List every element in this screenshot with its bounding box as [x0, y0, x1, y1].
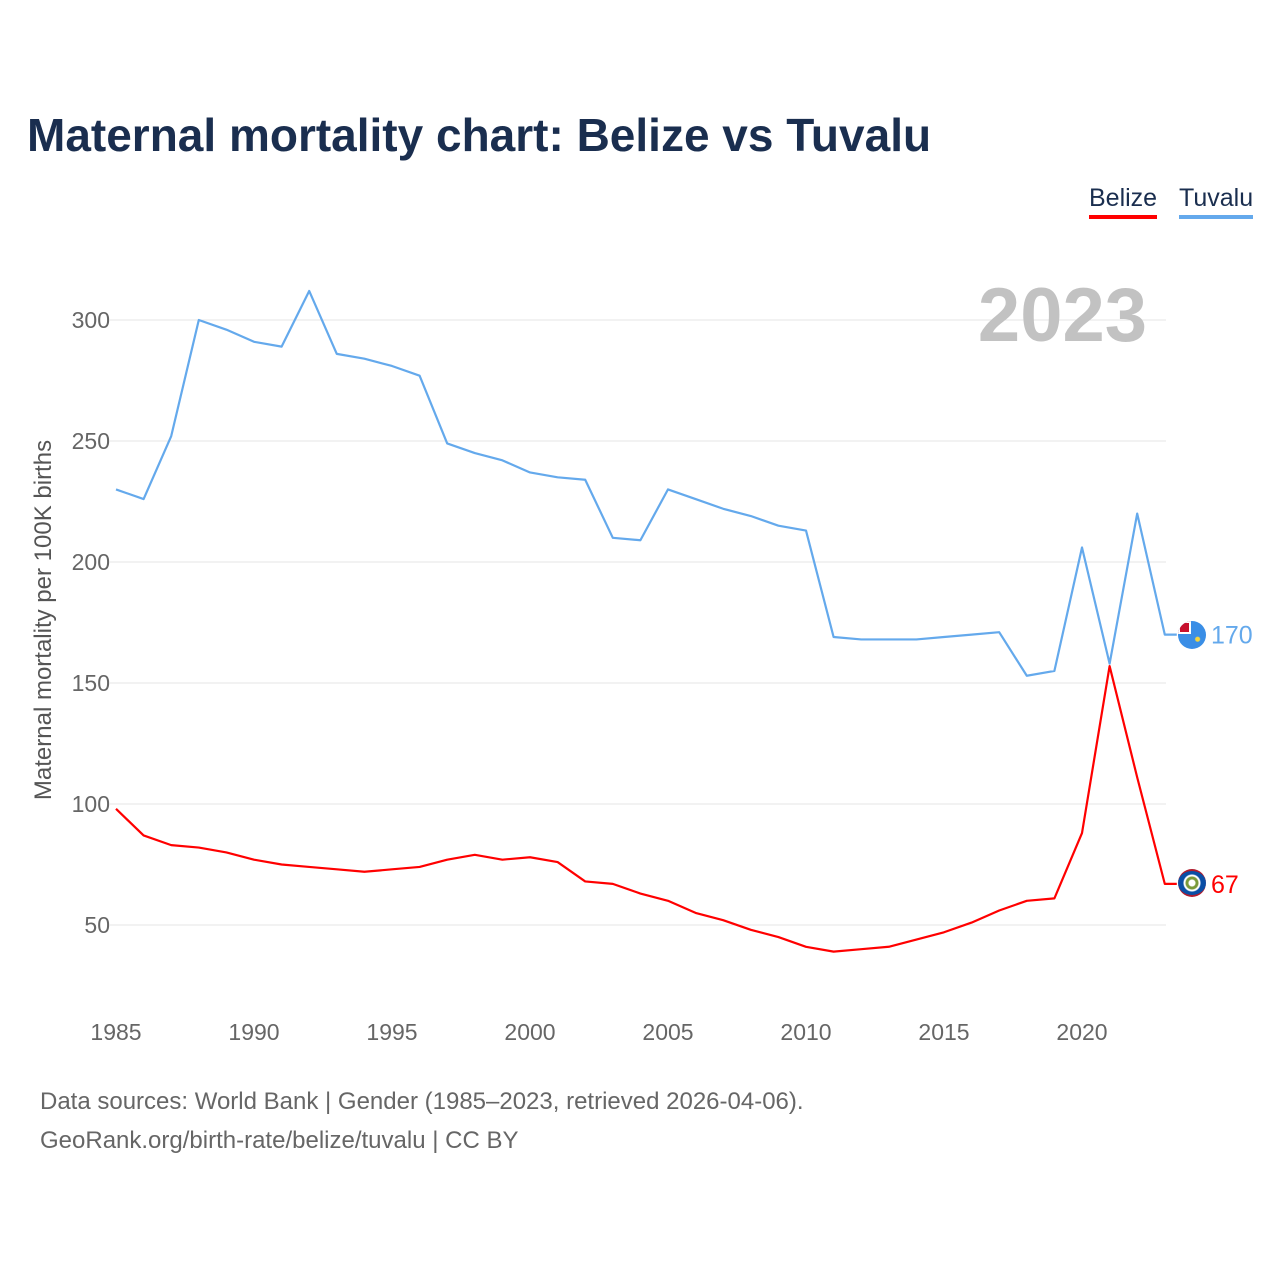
series-line-tuvalu: [115, 289, 1177, 677]
tuvalu-flag-icon: [1178, 621, 1206, 649]
belize-flag-icon: [1178, 869, 1206, 897]
x-tick-label: 2005: [642, 1019, 693, 1045]
legend-tuvalu[interactable]: Tuvalu: [1179, 184, 1254, 219]
data-sources: Data sources: World Bank | Gender (1985–…: [40, 1088, 804, 1115]
x-tick-label: 2010: [780, 1019, 831, 1045]
y-tick-label: 250: [72, 428, 110, 454]
legend-belize[interactable]: Belize: [1089, 184, 1158, 219]
y-tick-label: 300: [72, 307, 110, 333]
x-tick-label: 1995: [366, 1019, 417, 1045]
series-line-belize: [115, 664, 1177, 953]
x-tick-label: 1985: [90, 1019, 141, 1045]
x-tick-label: 2015: [918, 1019, 969, 1045]
year-label: 2023: [977, 273, 1147, 358]
y-tick-label: 50: [84, 912, 110, 938]
x-tick-label: 2000: [504, 1019, 555, 1045]
credit-link[interactable]: GeoRank.org/birth-rate/belize/tuvalu | C…: [40, 1127, 519, 1154]
x-tick-label: 1990: [228, 1019, 279, 1045]
end-label-belize: 67: [1211, 871, 1239, 899]
x-tick-label: 2020: [1056, 1019, 1107, 1045]
y-tick-label: 100: [72, 791, 110, 817]
y-tick-label: 150: [72, 670, 110, 696]
chart-title: Maternal mortality chart: Belize vs Tuva…: [27, 109, 932, 161]
y-tick-label: 200: [72, 549, 110, 575]
end-label-tuvalu: 170: [1211, 622, 1253, 650]
